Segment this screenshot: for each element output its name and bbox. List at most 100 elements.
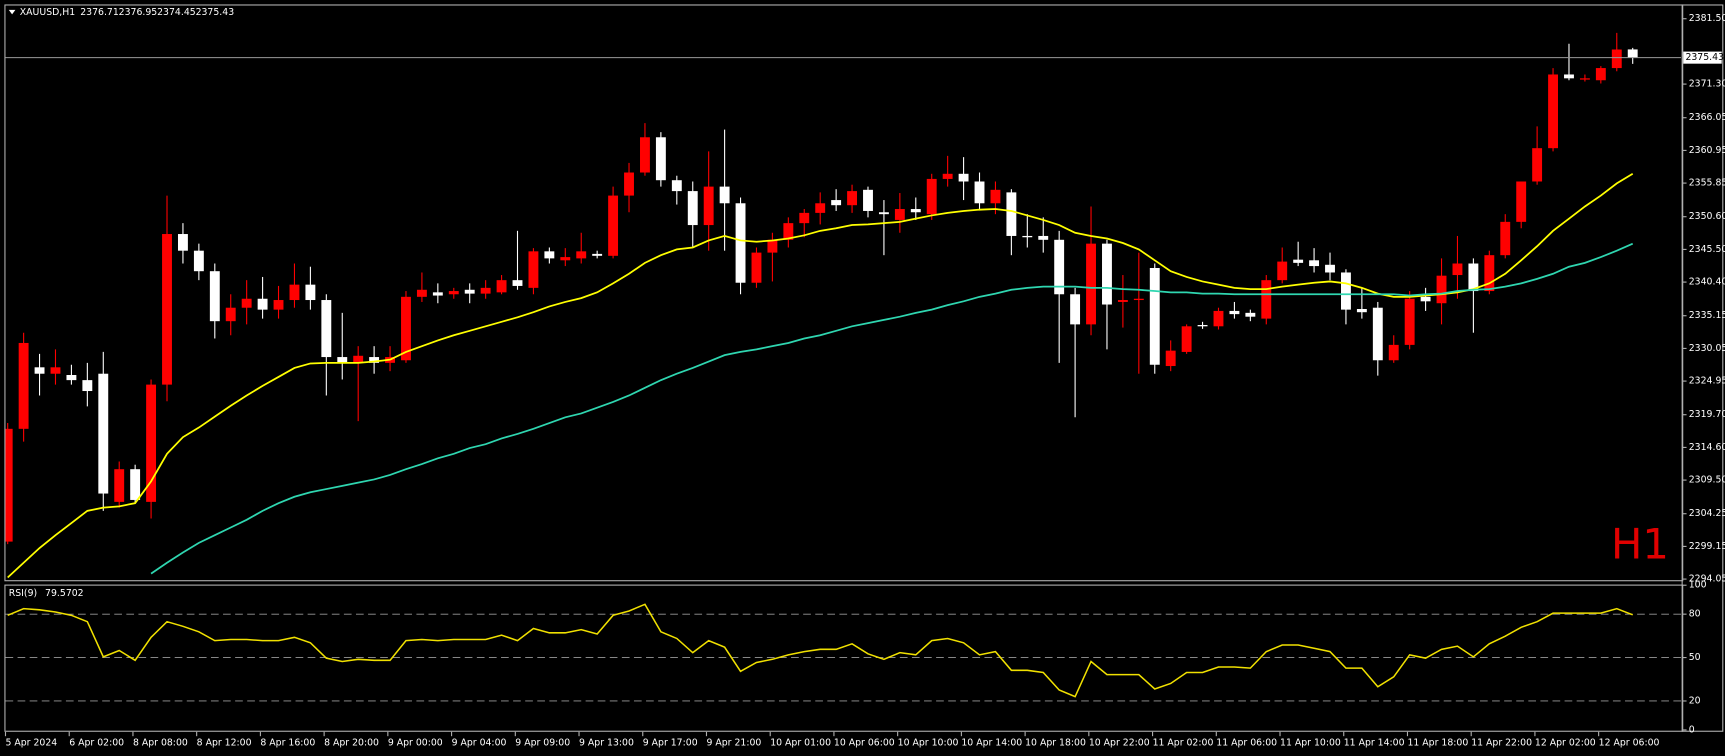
price-tag-label: 2375.43: [1685, 52, 1724, 63]
ohlc-close: 2375.43: [196, 7, 235, 18]
x-tick-label: 8 Apr 08:00: [133, 737, 188, 748]
x-tick-label: 9 Apr 17:00: [643, 737, 698, 748]
x-tick-label: 10 Apr 14:00: [961, 737, 1022, 748]
candle-body: [1022, 235, 1033, 238]
x-tick-label: 9 Apr 04:00: [452, 737, 507, 748]
candle-body: [560, 257, 571, 261]
candle-body: [1532, 148, 1543, 182]
x-tick-label: 10 Apr 06:00: [834, 737, 895, 748]
candle-body: [958, 173, 969, 182]
candle-body: [1404, 298, 1415, 345]
candle-body: [1516, 181, 1527, 222]
candle-body: [1006, 192, 1017, 236]
candle-body: [703, 186, 714, 226]
candle-body: [608, 195, 619, 256]
y-tick-label: 2366.05: [1689, 112, 1725, 123]
candle-body: [1309, 260, 1320, 267]
candle-body: [1229, 310, 1240, 315]
price-tag: [1683, 51, 1722, 64]
y-tick-label: 2330.05: [1689, 343, 1725, 354]
candle-body: [687, 191, 698, 226]
candle-body: [464, 289, 475, 294]
candle-body: [1133, 298, 1144, 301]
candle-body: [401, 296, 411, 361]
candle-body: [1181, 326, 1192, 352]
y-tick-label: 2304.25: [1689, 508, 1725, 519]
candle-body: [640, 137, 650, 173]
candle-body: [1627, 49, 1638, 58]
candle-body: [1548, 74, 1558, 149]
candle-body: [783, 223, 794, 240]
candle-body: [592, 253, 603, 256]
candle-body: [369, 357, 380, 363]
x-tick-label: 11 Apr 18:00: [1407, 737, 1468, 748]
x-tick-label: 10 Apr 22:00: [1089, 737, 1150, 748]
x-tick-label: 8 Apr 16:00: [260, 737, 315, 748]
y-tick-label: 2335.15: [1689, 310, 1725, 321]
x-tick-label: 12 Apr 02:00: [1535, 737, 1596, 748]
x-tick-label: 10 Apr 18:00: [1025, 737, 1086, 748]
x-tick-label: 9 Apr 09:00: [515, 737, 570, 748]
candle-body: [1261, 280, 1272, 319]
candle-body: [1054, 239, 1065, 295]
price-axis: [1681, 4, 1724, 732]
candle-body: [767, 239, 778, 253]
candle-body: [257, 298, 268, 310]
candle-body: [193, 250, 204, 272]
candle-body: [1117, 300, 1128, 302]
x-tick-label: 11 Apr 02:00: [1153, 737, 1214, 748]
candle-body: [34, 367, 45, 374]
moving-average: [7, 173, 1634, 579]
candle-body: [50, 367, 61, 374]
candle-body: [146, 384, 157, 502]
symbol-title: XAUUSD,H1: [20, 7, 76, 18]
x-tick-label: 9 Apr 13:00: [579, 737, 634, 748]
y-tick-label: 2350.60: [1689, 211, 1725, 222]
y-tick-label: 2340.40: [1689, 277, 1725, 288]
x-tick-label: 11 Apr 10:00: [1280, 737, 1341, 748]
candle-body: [1372, 307, 1383, 361]
candle-body: [1579, 78, 1590, 80]
candle-body: [815, 203, 826, 213]
candle-body: [241, 298, 252, 308]
rsi-value: 79.5702: [45, 588, 84, 599]
candle-body: [1484, 255, 1495, 292]
y-tick-label: 2319.70: [1689, 409, 1725, 420]
candle-body: [1468, 263, 1479, 292]
y-tick-label: 2294.05: [1689, 574, 1725, 585]
candle-body: [1038, 235, 1049, 240]
candle-body: [162, 234, 172, 385]
y-tick-label: 20: [1689, 695, 1701, 706]
x-tick-label: 9 Apr 00:00: [388, 737, 443, 748]
candle-body: [98, 373, 109, 494]
candle-body: [751, 252, 762, 283]
candle-body: [496, 280, 507, 293]
candle-body: [735, 203, 746, 283]
candle-body: [1213, 310, 1224, 327]
candle-body: [416, 289, 427, 297]
rsi-plot: [5, 603, 1682, 702]
axes: 2381.50 2371.30 2366.05 2360.95 2355.85 2350.…: [4, 13, 1725, 748]
candle-body: [894, 209, 905, 220]
ohlc-low: 2374.45: [157, 7, 196, 18]
y-tick-label: 2299.15: [1689, 541, 1725, 552]
x-tick-label: 12 Apr 06:00: [1599, 737, 1660, 748]
candle-body: [1277, 261, 1288, 281]
price-plot: [5, 32, 1682, 579]
x-tick-label: 8 Apr 12:00: [197, 737, 252, 748]
candle-body: [799, 212, 810, 224]
moving-average: [150, 242, 1634, 575]
x-tick-label: 8 Apr 20:00: [324, 737, 379, 748]
candle-body: [337, 357, 348, 363]
x-tick-label: 6 Apr 02:00: [69, 737, 124, 748]
ohlc-open: 2376.71: [80, 7, 119, 18]
y-tick-label: 2381.50: [1689, 13, 1725, 24]
candle-body: [1165, 350, 1176, 367]
candle-body: [863, 189, 873, 211]
candle-body: [926, 178, 937, 215]
candle-body: [66, 375, 77, 381]
y-tick-label: 2355.85: [1689, 178, 1725, 189]
